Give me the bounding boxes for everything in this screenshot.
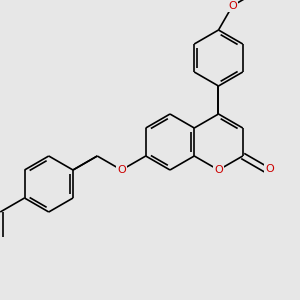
Text: O: O (117, 165, 126, 175)
Text: O: O (228, 1, 237, 11)
Text: O: O (214, 165, 223, 175)
Text: O: O (266, 164, 274, 174)
